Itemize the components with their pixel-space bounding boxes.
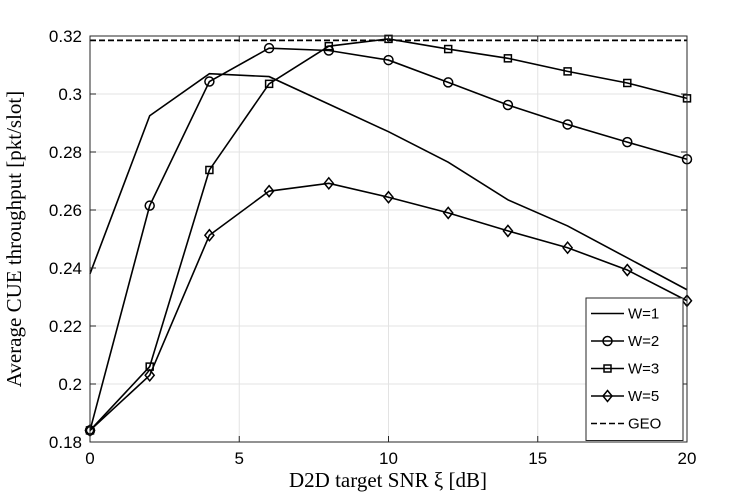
series-line-w5 (89, 182, 688, 431)
series-line-w2 (89, 47, 688, 431)
legend-label-w3: W=3 (628, 361, 659, 378)
series-w1 (89, 72, 688, 291)
legend-marker-w3 (603, 364, 612, 373)
x-tick-label: 10 (379, 449, 398, 468)
data-point-w3 (205, 165, 214, 175)
legend-label-geo: GEO (628, 416, 661, 433)
data-point-w3 (503, 54, 513, 63)
data-point-w5 (621, 263, 633, 277)
y-tick-label: 0.24 (49, 259, 82, 278)
legend-label-w1: W=1 (628, 306, 659, 323)
y-tick-label: 0.18 (49, 433, 82, 452)
data-point-w2 (263, 42, 275, 54)
series-w2 (84, 42, 693, 436)
data-point-w2 (204, 76, 215, 87)
legend-entry-w5: W=5 (591, 388, 659, 405)
x-tick-label: 0 (85, 449, 94, 468)
legend-entry-geo: GEO (591, 416, 661, 433)
legend-marker-w5 (602, 389, 613, 403)
legend-label-w5: W=5 (628, 388, 659, 405)
series-group (84, 34, 693, 438)
axis-ticks: 0 5 10 15 20 0.18 0.2 0.22 0.24 0.26 0.28 0.3 0.32 (49, 27, 697, 468)
y-axis-label: Average CUE throughput [pkt/slot] (2, 91, 26, 387)
y-tick-label: 0.2 (58, 375, 82, 394)
y-tick-label: 0.22 (49, 317, 82, 336)
data-point-w2 (502, 99, 514, 111)
data-point-w5 (442, 206, 454, 220)
series-line-w1 (89, 72, 688, 291)
data-point-w5 (383, 190, 394, 204)
data-point-w2 (442, 77, 454, 88)
data-point-w5 (203, 228, 215, 242)
x-tick-label: 5 (235, 449, 244, 468)
data-point-w2 (562, 119, 573, 130)
y-tick-label: 0.32 (49, 27, 82, 46)
grid-lines (89, 35, 688, 443)
data-point-w5 (502, 224, 514, 238)
legend-marker-w2 (602, 335, 613, 347)
data-point-w3 (443, 44, 453, 54)
data-point-w5 (323, 176, 335, 191)
x-axis-label: D2D target SNR ξ [dB] (289, 468, 487, 492)
y-tick-label: 0.3 (58, 85, 82, 104)
data-point-w3 (563, 67, 572, 76)
legend-entry-w1: W=1 (591, 306, 659, 323)
data-point-w5 (263, 184, 275, 198)
data-point-w5 (562, 241, 574, 255)
y-tick-label: 0.28 (49, 143, 82, 162)
data-point-w2 (144, 200, 155, 211)
data-point-w3 (384, 34, 393, 44)
data-point-w5 (144, 368, 156, 382)
x-tick-label: 20 (678, 449, 697, 468)
legend-label-w2: W=2 (628, 333, 659, 350)
legend-entry-w2: W=2 (591, 333, 659, 350)
data-point-w2 (622, 136, 633, 148)
legend: W=1 W=2 W=3 W=5 GEO (585, 297, 684, 441)
x-tick-label: 15 (528, 449, 547, 468)
data-point-w3 (264, 79, 274, 89)
data-point-w3 (324, 41, 334, 51)
data-point-w2 (383, 54, 394, 66)
legend-entry-w3: W=3 (591, 361, 659, 378)
y-tick-label: 0.26 (49, 201, 82, 220)
data-point-w3 (623, 78, 632, 88)
